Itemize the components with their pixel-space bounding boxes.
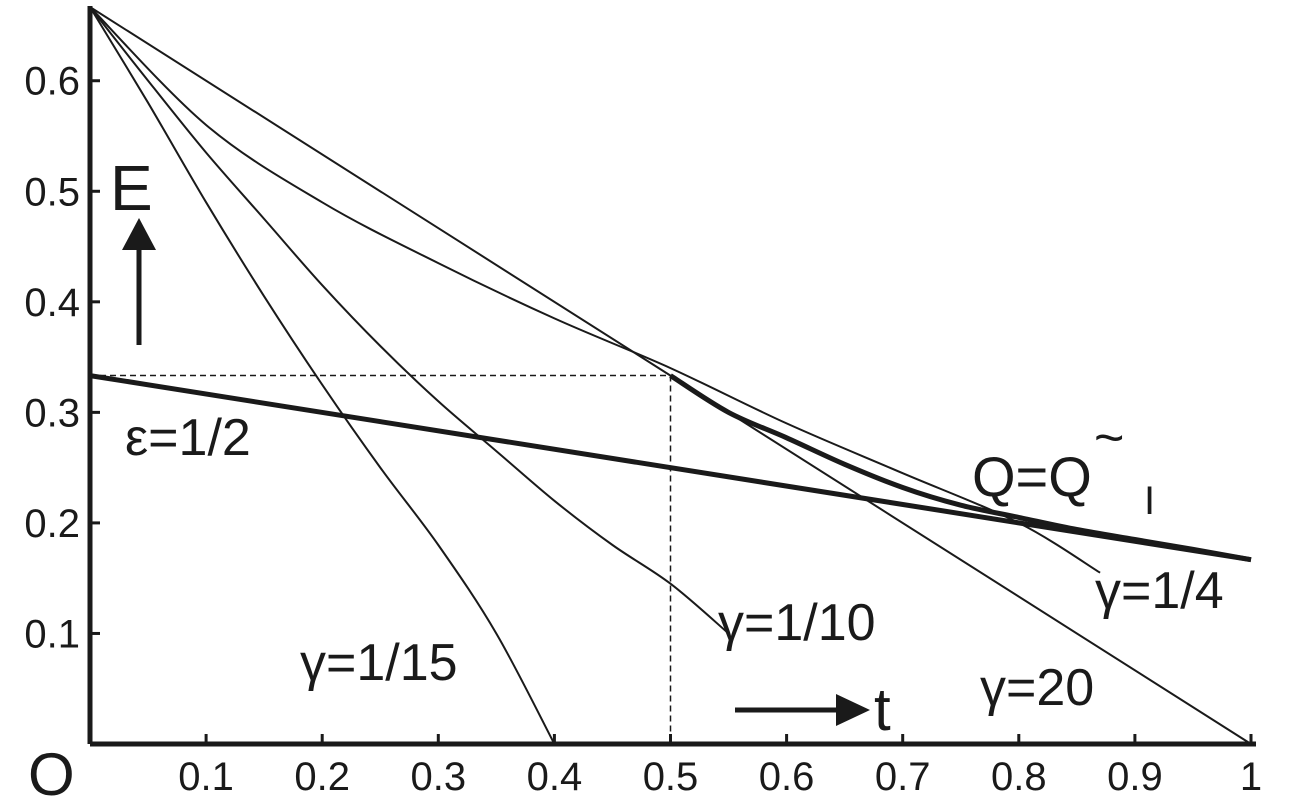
x-tick-label: 0.2 (294, 755, 350, 799)
series-line-2 (89, 6, 730, 635)
x-axis-label: t (874, 676, 891, 743)
y-tick-label: 0.2 (24, 502, 80, 546)
gamma-1-10-label: γ=1/10 (718, 594, 876, 652)
q-label-subscript: I (1144, 479, 1155, 523)
q-label: Q=Q ~ I (972, 409, 1155, 523)
y-tick-label: 0.3 (24, 391, 80, 435)
y-tick-label: 0.1 (24, 612, 80, 656)
x-tick-label: 1 (1240, 755, 1262, 799)
gamma-1-4-label: γ=1/4 (1095, 562, 1224, 620)
q-label-tilde: ~ (1094, 409, 1124, 467)
series-line-5 (669, 373, 1252, 563)
ticks: 0.1 0.2 0.3 0.4 0.5 0.6 0.7 0.8 0.9 1 0.1 0.2 0.3 0.4… (24, 60, 1262, 799)
series-line-4 (89, 373, 1252, 563)
curves (89, 6, 1252, 745)
x-tick-label: 0.4 (527, 755, 583, 799)
x-tick-label: 0.8 (991, 755, 1047, 799)
guide-lines (90, 374, 672, 744)
x-tick-label: 0.1 (178, 755, 234, 799)
y-tick-label: 0.6 (24, 60, 80, 104)
series-line-3 (89, 6, 556, 745)
gamma-20-label: γ=20 (980, 659, 1094, 717)
y-tick-label: 0.5 (24, 170, 80, 214)
epsilon-label: ε=1/2 (125, 409, 251, 467)
q-label-main: Q=Q (972, 445, 1092, 508)
y-axis-arrow (122, 218, 156, 345)
x-tick-label: 0.3 (410, 755, 466, 799)
x-axis-arrow (735, 694, 870, 726)
axes (87, 6, 1256, 747)
y-axis-label: E (110, 152, 153, 224)
series-line-1 (89, 6, 1101, 574)
origin-label: O (28, 741, 75, 803)
x-tick-label: 0.6 (759, 755, 815, 799)
x-tick-label: 0.7 (875, 755, 931, 799)
y-tick-label: 0.4 (24, 281, 80, 325)
gamma-1-15-label: γ=1/15 (300, 634, 458, 692)
x-tick-label: 0.5 (643, 755, 699, 799)
x-tick-label: 0.9 (1107, 755, 1163, 799)
